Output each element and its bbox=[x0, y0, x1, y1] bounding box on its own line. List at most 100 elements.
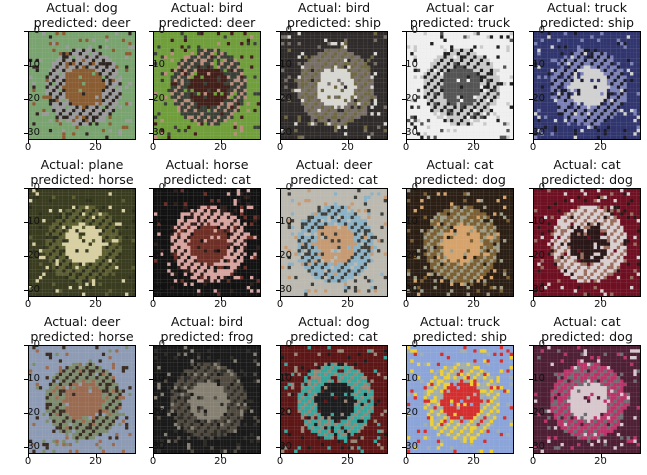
x-tick-label: 20 bbox=[89, 456, 102, 467]
y-tick-mark bbox=[149, 99, 153, 101]
x-tick-mark bbox=[28, 454, 29, 458]
y-tick-label: 20 bbox=[405, 407, 418, 419]
x-tick-mark bbox=[347, 454, 349, 458]
y-tick-label: 30 bbox=[532, 127, 545, 139]
predicted-label: predicted: dog bbox=[541, 329, 633, 344]
x-tick-label: 0 bbox=[529, 142, 537, 153]
y-tick-label: 20 bbox=[279, 407, 292, 419]
y-tick-label: 0 bbox=[411, 25, 418, 36]
image-panel: Actual: plane predicted: horse 0 10 20 30 0 20 bbox=[24, 157, 153, 312]
y-tick-label: 0 bbox=[285, 25, 292, 36]
y-tick-label: 20 bbox=[152, 407, 165, 419]
panel-title: Actual: bird predicted: frog bbox=[147, 314, 267, 344]
pixel-image bbox=[29, 346, 135, 453]
panel-title: Actual: cat predicted: dog bbox=[527, 314, 647, 344]
x-tick-label: 0 bbox=[276, 299, 284, 310]
pixel-image bbox=[407, 346, 513, 453]
predicted-label: predicted: cat bbox=[290, 172, 378, 187]
x-tick-label: 0 bbox=[276, 142, 284, 153]
x-tick-mark bbox=[280, 297, 281, 301]
y-tick-label: 30 bbox=[279, 284, 292, 296]
y-tick-mark bbox=[529, 345, 533, 346]
y-tick-mark bbox=[24, 290, 28, 292]
predicted-label: predicted: ship bbox=[412, 329, 508, 344]
y-tick-label: 30 bbox=[279, 127, 292, 139]
x-tick-mark bbox=[28, 140, 29, 144]
actual-label: Actual: truck bbox=[419, 314, 500, 329]
y-tick-label: 30 bbox=[27, 441, 40, 453]
y-tick-mark bbox=[276, 99, 280, 101]
y-tick-label: 20 bbox=[152, 93, 165, 105]
x-tick-label: 0 bbox=[402, 456, 410, 467]
x-tick-mark bbox=[95, 297, 97, 301]
panel-title: Actual: plane predicted: horse bbox=[22, 157, 142, 187]
x-tick-mark bbox=[220, 454, 222, 458]
pixel-image bbox=[281, 346, 387, 453]
x-tick-label: 0 bbox=[276, 456, 284, 467]
y-tick-mark bbox=[149, 222, 153, 224]
image-axes bbox=[406, 345, 514, 454]
y-tick-mark bbox=[529, 290, 533, 292]
panel-title: Actual: cat predicted: dog bbox=[400, 157, 520, 187]
y-tick-mark bbox=[402, 413, 406, 415]
pixel-image bbox=[534, 346, 640, 453]
y-tick-label: 30 bbox=[532, 441, 545, 453]
actual-label: Actual: horse bbox=[165, 157, 249, 172]
y-tick-mark bbox=[276, 413, 280, 415]
y-tick-mark bbox=[149, 31, 153, 32]
actual-label: Actual: bird bbox=[170, 314, 244, 329]
y-tick-label: 10 bbox=[152, 59, 165, 71]
y-tick-label: 10 bbox=[405, 373, 418, 385]
image-axes bbox=[406, 31, 514, 140]
y-tick-mark bbox=[402, 65, 406, 67]
image-axes bbox=[28, 188, 136, 297]
y-tick-label: 0 bbox=[411, 182, 418, 193]
x-tick-label: 0 bbox=[402, 142, 410, 153]
x-tick-label: 20 bbox=[214, 142, 227, 153]
actual-label: Actual: dog bbox=[46, 0, 118, 15]
image-axes bbox=[280, 345, 388, 454]
x-tick-label: 20 bbox=[594, 299, 607, 310]
x-tick-label: 20 bbox=[467, 299, 480, 310]
y-tick-label: 20 bbox=[405, 250, 418, 262]
y-tick-label: 20 bbox=[27, 407, 40, 419]
y-tick-label: 20 bbox=[532, 250, 545, 262]
y-tick-label: 30 bbox=[27, 127, 40, 139]
y-tick-label: 30 bbox=[405, 127, 418, 139]
actual-label: Actual: bird bbox=[170, 0, 244, 15]
panel-title: Actual: bird predicted: deer bbox=[147, 0, 267, 30]
y-tick-mark bbox=[402, 256, 406, 258]
x-tick-label: 20 bbox=[341, 299, 354, 310]
y-tick-label: 0 bbox=[158, 25, 165, 36]
y-tick-mark bbox=[24, 413, 28, 415]
y-tick-label: 10 bbox=[27, 216, 40, 228]
predicted-label: predicted: deer bbox=[33, 15, 131, 30]
image-panel: Actual: bird predicted: frog 0 10 20 30 0 20 bbox=[149, 314, 278, 469]
y-tick-label: 0 bbox=[411, 339, 418, 350]
y-tick-mark bbox=[402, 447, 406, 449]
y-tick-label: 20 bbox=[532, 407, 545, 419]
predicted-label: predicted: dog bbox=[541, 172, 633, 187]
image-axes bbox=[533, 188, 641, 297]
predicted-label: predicted: cat bbox=[290, 329, 378, 344]
image-axes bbox=[280, 188, 388, 297]
y-tick-label: 20 bbox=[27, 250, 40, 262]
y-tick-label: 30 bbox=[405, 441, 418, 453]
y-tick-label: 10 bbox=[27, 373, 40, 385]
actual-label: Actual: truck bbox=[546, 0, 627, 15]
x-tick-mark bbox=[473, 297, 475, 301]
pixel-image bbox=[281, 32, 387, 139]
image-axes bbox=[406, 188, 514, 297]
y-tick-label: 10 bbox=[279, 216, 292, 228]
y-tick-label: 10 bbox=[279, 373, 292, 385]
image-panel: Actual: horse predicted: cat 0 10 20 30 0 20 bbox=[149, 157, 278, 312]
y-tick-mark bbox=[402, 345, 406, 346]
actual-label: Actual: deer bbox=[43, 314, 121, 329]
x-tick-mark bbox=[406, 140, 407, 144]
predicted-label: predicted: frog bbox=[160, 329, 254, 344]
panel-title: Actual: car predicted: truck bbox=[400, 0, 520, 30]
x-tick-mark bbox=[473, 140, 475, 144]
x-tick-mark bbox=[347, 140, 349, 144]
predicted-label: predicted: ship bbox=[286, 15, 382, 30]
y-tick-label: 30 bbox=[279, 441, 292, 453]
